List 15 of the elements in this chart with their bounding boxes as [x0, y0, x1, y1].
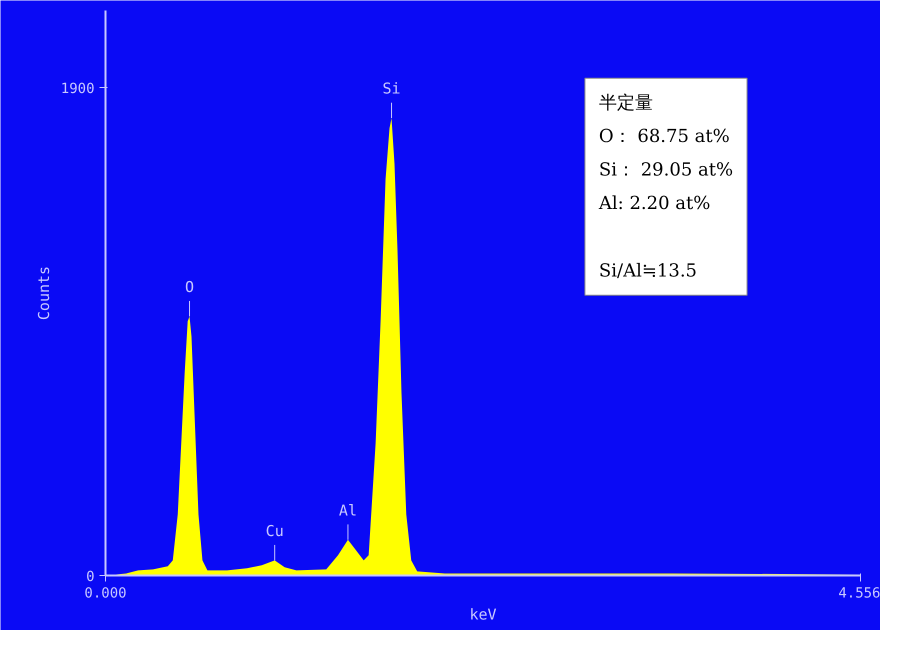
- annotation: Cu: [266, 522, 284, 540]
- annotation: Al: [338, 501, 357, 520]
- annotation: 半定量: [598, 92, 653, 114]
- annotation: Si: [382, 80, 401, 98]
- x-tick-label: 0.000: [84, 586, 127, 602]
- y-axis-title: Counts: [34, 266, 53, 320]
- annotation: Si： 29.05 at%: [598, 160, 734, 180]
- x-tick-label: 4.556: [838, 586, 881, 602]
- annotation: O: [185, 278, 194, 296]
- y-tick-label: 1900: [60, 81, 95, 98]
- annotation: O： 68.75 at%: [598, 126, 730, 147]
- annotation: Al: 2.20 at%: [598, 193, 710, 214]
- x-axis-title: keV: [469, 606, 497, 624]
- y-tick-label: 0: [86, 569, 95, 585]
- annotation: Si/Al≒13.5: [598, 260, 698, 282]
